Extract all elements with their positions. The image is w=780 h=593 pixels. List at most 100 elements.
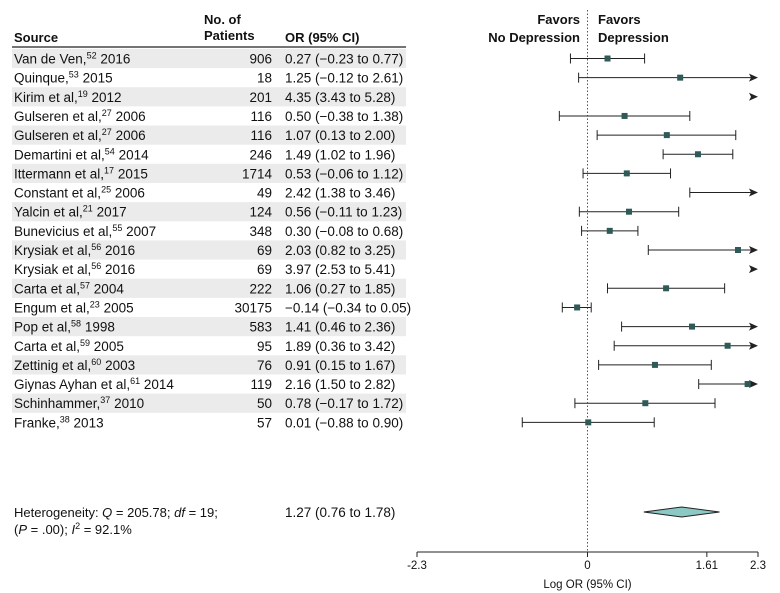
study-or: 1.25 (−0.12 to 2.61) [285,71,403,86]
truncation-arrow [749,92,758,101]
study-author: Carta et al, [14,281,80,296]
table-header: Source No. of Patients OR (95% CI) Favor… [12,12,669,48]
study-author: Krysiak et al, [14,262,91,277]
study-year: 2006 [112,109,146,124]
study-source: Constant et al,25 2006 [14,185,145,201]
truncation-arrow [749,188,758,197]
pooled-diamond [643,506,720,518]
study-author: Krysiak et al, [14,243,91,258]
study-patients: 348 [249,224,272,239]
study-year: 2006 [112,128,146,143]
point-estimate [663,285,670,292]
study-or: 2.42 (1.38 to 3.46) [285,186,395,201]
study-estimate [574,398,716,409]
study-author: Giynas Ayhan et al, [14,377,130,392]
study-source: Franke,38 2013 [14,414,104,430]
study-ref: 60 [91,357,101,367]
row-band [12,278,406,298]
study-estimate [613,340,758,351]
study-estimate [581,225,639,236]
study-author: Ittermann et al, [14,166,104,181]
study-author: Pop et al, [14,320,71,335]
study-or: 1.89 (0.36 to 3.42) [285,339,395,354]
table-row: Gulseren et al,27 2006 116 0.50 (−0.38 to … [14,108,403,124]
study-or: 0.30 (−0.08 to 0.68) [285,224,403,239]
study-estimate [561,302,592,313]
heterogeneity-line2: (P = .00); I2 = 92.1% [14,521,132,537]
point-estimate [606,227,613,234]
study-ref: 38 [60,414,70,424]
study-author: Engum et al, [14,300,90,315]
truncation-arrow [749,380,758,389]
table-row: Kirim et al,19 2012 201 4.35 (3.43 to 5.28… [14,89,395,105]
study-estimate [607,283,726,294]
study-patients: 50 [257,396,272,411]
study-or: 1.06 (0.27 to 1.85) [285,281,395,296]
study-or: 1.41 (0.46 to 2.36) [285,320,395,335]
x-axis-label: Log OR (95% CI) [543,579,631,591]
x-tick-label: 1.61 [696,560,718,572]
study-author: Franke, [14,415,60,430]
study-or: 0.56 (−0.11 to 1.23) [285,205,402,220]
study-author: Yalcin et al, [14,205,83,220]
study-estimate [662,149,734,160]
table-row: Quinque,53 2015 18 1.25 (−0.12 to 2.61) [14,70,403,86]
table-row: Constant et al,25 2006 49 2.42 (1.38 to 3.… [14,185,395,201]
study-patients: 222 [249,281,272,296]
study-estimate [647,245,758,255]
x-tick-label: 0 [584,560,590,572]
row-band [12,163,406,183]
row-shading-bands [12,48,406,413]
point-estimate [663,132,670,139]
point-estimate [651,361,658,368]
study-patients: 57 [257,415,272,430]
header-source: Source [14,30,58,45]
study-author: Kirim et al, [14,90,78,105]
study-estimate [558,110,691,121]
study-year: 2007 [122,224,156,239]
study-or: 1.07 (0.13 to 2.00) [285,128,395,143]
study-estimate [578,206,680,217]
study-ref: 23 [90,299,100,309]
table-row: Yalcin et al,21 2017 124 0.56 (−0.11 to 1.… [14,204,402,220]
study-ref: 55 [112,223,122,233]
header-patients-line2: Patients [204,28,255,43]
study-author: Quinque, [14,71,69,86]
pooled-or-text: 1.27 (0.76 to 1.78) [285,505,395,520]
study-estimate [582,168,672,179]
study-estimate [598,359,712,370]
x-tick-label: -2.3 [407,560,427,572]
point-estimate [734,247,741,253]
table-row: Engum et al,23 2005 30175 −0.14 (−0.34 to … [14,299,411,315]
study-year: 2016 [101,243,135,258]
study-patients: 30175 [234,300,272,315]
study-year: 2004 [90,281,124,296]
study-source: Carta et al,59 2005 [14,338,124,354]
study-ref: 61 [130,376,140,386]
table-row: Bunevicius et al,55 2007 348 0.30 (−0.08 t… [14,223,403,239]
table-row: Krysiak et al,56 2016 69 3.97 (2.53 to 5.4… [14,261,395,277]
truncation-arrow [749,246,758,254]
study-source: Van de Ven,52 2016 [14,51,130,67]
study-estimate [578,72,758,83]
study-author: Demartini et al, [14,147,105,162]
study-ref: 25 [101,185,111,195]
table-row: Carta et al,57 2004 222 1.06 (0.27 to 1.85… [14,280,395,296]
study-patients: 49 [257,186,272,201]
study-ref: 52 [87,51,97,61]
study-or: 0.53 (−0.06 to 1.12) [285,166,403,181]
study-estimate [689,187,758,198]
study-source: Krysiak et al,56 2016 [14,261,135,277]
truncation-arrow [749,265,758,274]
point-estimate [574,304,581,311]
study-year: 2005 [90,339,124,354]
table-row: Ittermann et al,17 2015 1714 0.53 (−0.06 t… [14,165,403,181]
study-or: 2.03 (0.82 to 3.25) [285,243,395,258]
study-or: 0.27 (−0.23 to 0.77) [285,52,403,67]
study-year: 2015 [79,71,113,86]
study-year: 1998 [81,320,115,335]
x-tick-label: 2.3 [750,560,766,572]
study-or: 0.01 (−0.88 to 0.90) [285,415,403,430]
forest-plot-area: -2.3 0 1.61 2.3 Log OR (95% CI) [407,10,766,591]
